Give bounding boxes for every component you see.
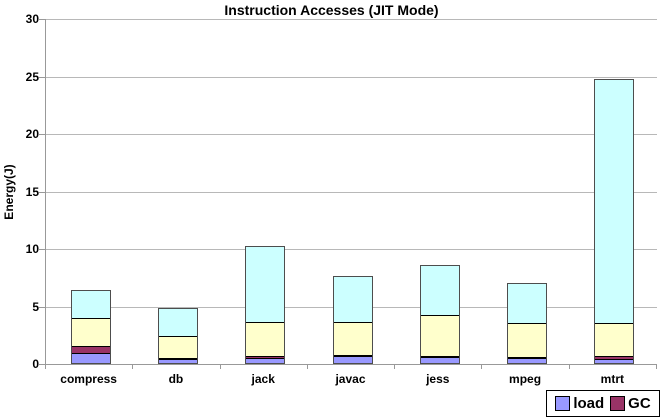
bar-segment-load-compress	[71, 352, 110, 363]
bar-segment-unlabeled-yellow-db	[158, 335, 197, 359]
gridline-25	[46, 76, 657, 78]
bar-segment-unlabeled-cyan-compress	[71, 290, 110, 319]
bar-segment-gc-compress	[71, 345, 110, 353]
bar-segment-unlabeled-yellow-javac	[333, 322, 372, 355]
bar-mtrt	[594, 79, 635, 364]
y-tick-label-15: 15	[25, 184, 39, 199]
y-tick-mark-0	[39, 364, 45, 365]
bar-segment-unlabeled-yellow-jess	[420, 314, 459, 356]
bar-segment-unlabeled-cyan-jess	[420, 266, 459, 315]
bar-segment-unlabeled-cyan-javac	[333, 276, 372, 323]
x-tick-mark-2	[219, 365, 221, 369]
bar-db	[157, 307, 198, 364]
chart-title: Instruction Accesses (JIT Mode)	[224, 2, 439, 18]
bar-segment-load-javac	[333, 355, 372, 363]
legend-item-gc: GC	[610, 396, 651, 411]
gridline-15	[46, 191, 657, 193]
plot-area	[45, 19, 657, 365]
gridline-30	[46, 19, 657, 20]
x-tick-mark-1	[132, 365, 134, 369]
bar-segment-unlabeled-cyan-mpeg	[508, 283, 547, 323]
bar-segment-gc-db	[158, 357, 197, 359]
bar-segment-load-mtrt	[595, 358, 634, 363]
bar-segment-gc-mpeg	[508, 357, 547, 359]
x-tick-mark-3	[306, 365, 308, 369]
gc-swatch-icon	[610, 396, 626, 411]
y-tick-mark-25	[39, 76, 45, 78]
bar-segment-unlabeled-yellow-compress	[71, 318, 110, 346]
x-tick-mark-4	[394, 365, 396, 369]
legend: load GC	[546, 390, 660, 417]
bar-segment-gc-javac	[333, 354, 372, 356]
bar-segment-unlabeled-yellow-mpeg	[508, 322, 547, 358]
bar-segment-gc-jess	[420, 355, 459, 357]
x-axis-label-db: db	[168, 372, 184, 386]
y-tick-mark-20	[39, 134, 45, 135]
bar-compress	[70, 289, 111, 364]
y-tick-label-5: 5	[32, 299, 39, 314]
bar-segment-unlabeled-yellow-mtrt	[595, 322, 634, 357]
x-axis-label-jack: jack	[251, 372, 275, 386]
x-tick-mark-0	[45, 365, 46, 369]
gridline-10	[46, 249, 657, 250]
bar-segment-load-jack	[246, 358, 285, 363]
bar-segment-gc-mtrt	[595, 356, 634, 359]
bar-mpeg	[507, 282, 548, 364]
y-tick-mark-10	[39, 249, 45, 250]
y-tick-label-30: 30	[25, 12, 39, 26]
y-tick-mark-15	[39, 191, 45, 193]
bar-jack	[245, 245, 286, 364]
y-tick-mark-30	[39, 19, 45, 20]
x-tick-mark-7	[656, 365, 657, 369]
y-tick-label-10: 10	[25, 242, 39, 256]
bar-jess	[419, 265, 460, 364]
x-axis-label-mpeg: mpeg	[509, 372, 542, 386]
bar-segment-load-jess	[420, 356, 459, 363]
x-axis-label-javac: javac	[335, 372, 366, 386]
y-tick-label-25: 25	[25, 69, 39, 84]
y-tick-label-20: 20	[25, 127, 39, 141]
bar-segment-unlabeled-cyan-db	[158, 308, 197, 336]
bar-segment-gc-jack	[246, 356, 285, 359]
legend-label-load: load	[573, 395, 605, 412]
x-tick-mark-6	[568, 365, 570, 369]
bar-segment-unlabeled-yellow-jack	[246, 321, 285, 357]
bar-segment-load-mpeg	[508, 358, 547, 363]
bar-segment-load-db	[158, 358, 197, 363]
gridline-20	[46, 134, 657, 135]
x-axis-label-mtrt: mtrt	[600, 372, 625, 386]
legend-label-gc: GC	[628, 395, 651, 412]
y-tick-label-0: 0	[32, 357, 39, 371]
load-swatch-icon	[555, 396, 571, 411]
x-tick-mark-5	[481, 365, 483, 369]
y-tick-mark-5	[39, 306, 45, 308]
x-axis-label-jess: jess	[426, 372, 450, 386]
bar-javac	[332, 275, 373, 364]
legend-item-load: load	[555, 396, 604, 411]
x-axis-label-compress: compress	[60, 372, 117, 386]
bar-segment-unlabeled-cyan-jack	[246, 246, 285, 322]
bar-segment-unlabeled-cyan-mtrt	[595, 80, 634, 323]
